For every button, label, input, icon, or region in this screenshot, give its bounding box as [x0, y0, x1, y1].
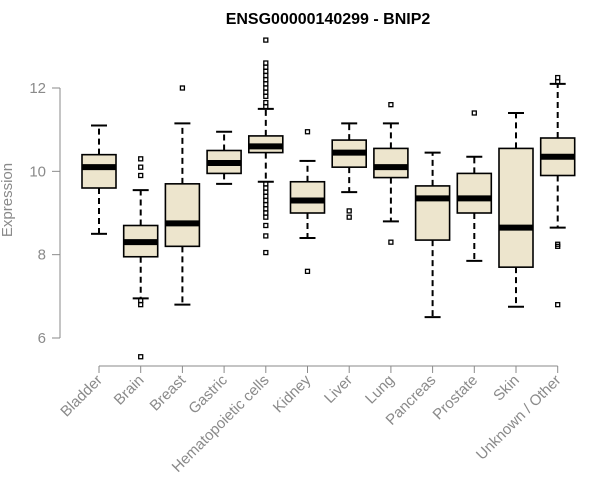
box-pancreas	[414, 151, 451, 319]
y-tick-label: 6	[38, 330, 46, 347]
boxes-group	[81, 37, 576, 360]
outlier-point	[555, 302, 561, 308]
box-iqr	[81, 153, 117, 189]
box-liver	[331, 122, 368, 220]
box-breast	[164, 85, 201, 306]
x-tick-label: Skin	[490, 372, 523, 405]
box-prostate	[456, 110, 493, 262]
box-skin	[498, 112, 534, 308]
x-tick-label: Prostate	[430, 372, 482, 424]
box-iqr	[414, 185, 451, 241]
outlier-point	[263, 89, 269, 95]
y-tick-label: 12	[29, 80, 46, 97]
y-axis-label: Expression	[0, 163, 16, 237]
outlier-point	[263, 99, 269, 106]
outlier-point	[263, 68, 269, 74]
outlier-point	[263, 85, 269, 91]
outlier-point	[263, 37, 269, 43]
x-tick-label: Liver	[321, 372, 356, 407]
outlier-point	[471, 110, 477, 116]
outlier-point	[263, 206, 269, 212]
y-tick-label: 10	[29, 163, 46, 180]
x-tick-label: Breast	[147, 371, 190, 414]
outlier-point	[263, 181, 269, 187]
box-gastric	[206, 130, 242, 185]
outlier-point	[263, 77, 269, 83]
outlier-point	[304, 129, 311, 135]
box-hematopoietic-cells	[248, 37, 284, 256]
outlier-point	[263, 93, 269, 99]
outlier-point	[138, 172, 144, 179]
outlier-point	[388, 239, 394, 245]
outlier-point	[263, 72, 269, 79]
outlier-point	[263, 60, 269, 66]
outlier-point	[346, 214, 352, 220]
outlier-point	[555, 74, 561, 81]
box-kidney	[289, 129, 326, 274]
outlier-point	[263, 233, 269, 239]
outlier-point	[263, 81, 269, 87]
outlier-point	[263, 189, 269, 195]
y-tick-label: 8	[38, 247, 46, 264]
chart-title: ENSG00000140299 - BNIP2	[226, 11, 431, 28]
outlier-point	[138, 297, 144, 304]
box-iqr	[289, 180, 326, 214]
outlier-point	[346, 208, 352, 214]
box-iqr	[456, 172, 493, 214]
box-lung	[373, 102, 409, 245]
x-tick-label: Brain	[111, 372, 148, 409]
outlier-point	[263, 210, 269, 216]
outlier-point	[263, 197, 269, 204]
x-tick-label: Kidney	[270, 371, 315, 416]
outlier-point	[138, 354, 144, 360]
outlier-point	[263, 249, 269, 256]
outlier-point	[263, 185, 269, 191]
outlier-point	[388, 102, 394, 108]
outlier-point	[138, 164, 144, 170]
outlier-point	[304, 268, 311, 274]
outlier-point	[138, 302, 144, 308]
box-iqr	[164, 183, 201, 248]
y-axis: 6 8 10 12	[29, 80, 61, 347]
outlier-point	[263, 193, 269, 199]
outlier-point	[263, 104, 269, 110]
x-tick-label: Bladder	[57, 372, 106, 421]
outlier-point	[263, 214, 269, 220]
box-brain	[122, 156, 159, 360]
outlier-point	[179, 85, 186, 91]
outlier-point	[555, 241, 561, 247]
box-unknown-other	[539, 74, 576, 308]
outlier-point	[555, 79, 561, 85]
x-tick-label: Lung	[362, 372, 398, 408]
outlier-point	[263, 202, 269, 208]
box-bladder	[81, 124, 117, 235]
box-iqr	[373, 147, 409, 179]
outlier-point	[263, 222, 269, 229]
outlier-point	[263, 64, 269, 70]
box-iqr	[498, 147, 534, 268]
outlier-point	[138, 156, 144, 162]
